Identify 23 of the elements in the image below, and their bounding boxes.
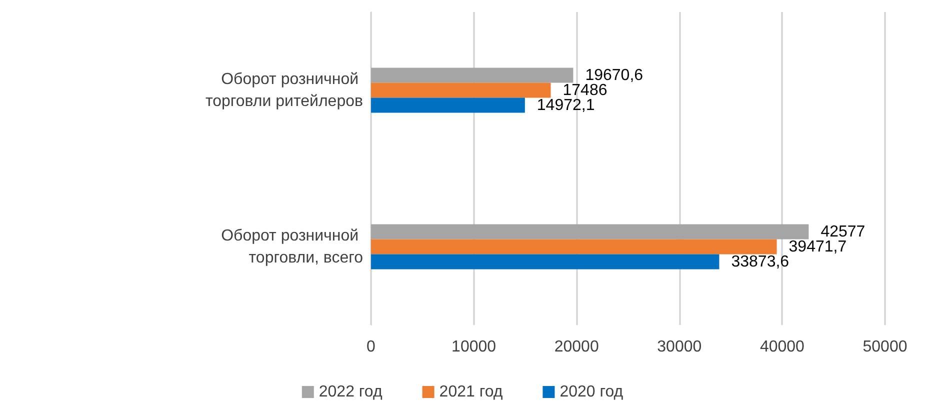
data-label: 33873,6 — [731, 253, 790, 270]
data-label: 19670,6 — [585, 66, 644, 84]
x-tick-label: 30000 — [657, 338, 702, 356]
legend-label: 2022 год — [318, 384, 383, 400]
y-tick-label: Оборот розничной торговли, всего — [221, 227, 364, 266]
x-tick-label: 0 — [366, 338, 376, 356]
x-tick-label: 50000 — [862, 338, 908, 356]
bar — [371, 254, 720, 270]
legend-label: 2021 год — [439, 384, 504, 400]
x-tick-label: 10000 — [452, 338, 496, 356]
bar — [371, 68, 574, 83]
x-tick-label: 40000 — [760, 338, 805, 356]
bar — [371, 82, 551, 98]
data-label: 14972,1 — [536, 96, 595, 114]
x-tick-label: 20000 — [554, 338, 599, 356]
bar — [371, 98, 525, 113]
data-label: 39471,7 — [788, 238, 847, 256]
bar — [371, 239, 777, 254]
y-tick-label: Оборот розничной торговли ритейлеров — [205, 70, 363, 110]
data-label: 17486 — [562, 82, 608, 99]
data-label: 42577 — [820, 223, 866, 240]
legend-label: 2020 год — [560, 384, 624, 400]
bar — [371, 224, 809, 240]
